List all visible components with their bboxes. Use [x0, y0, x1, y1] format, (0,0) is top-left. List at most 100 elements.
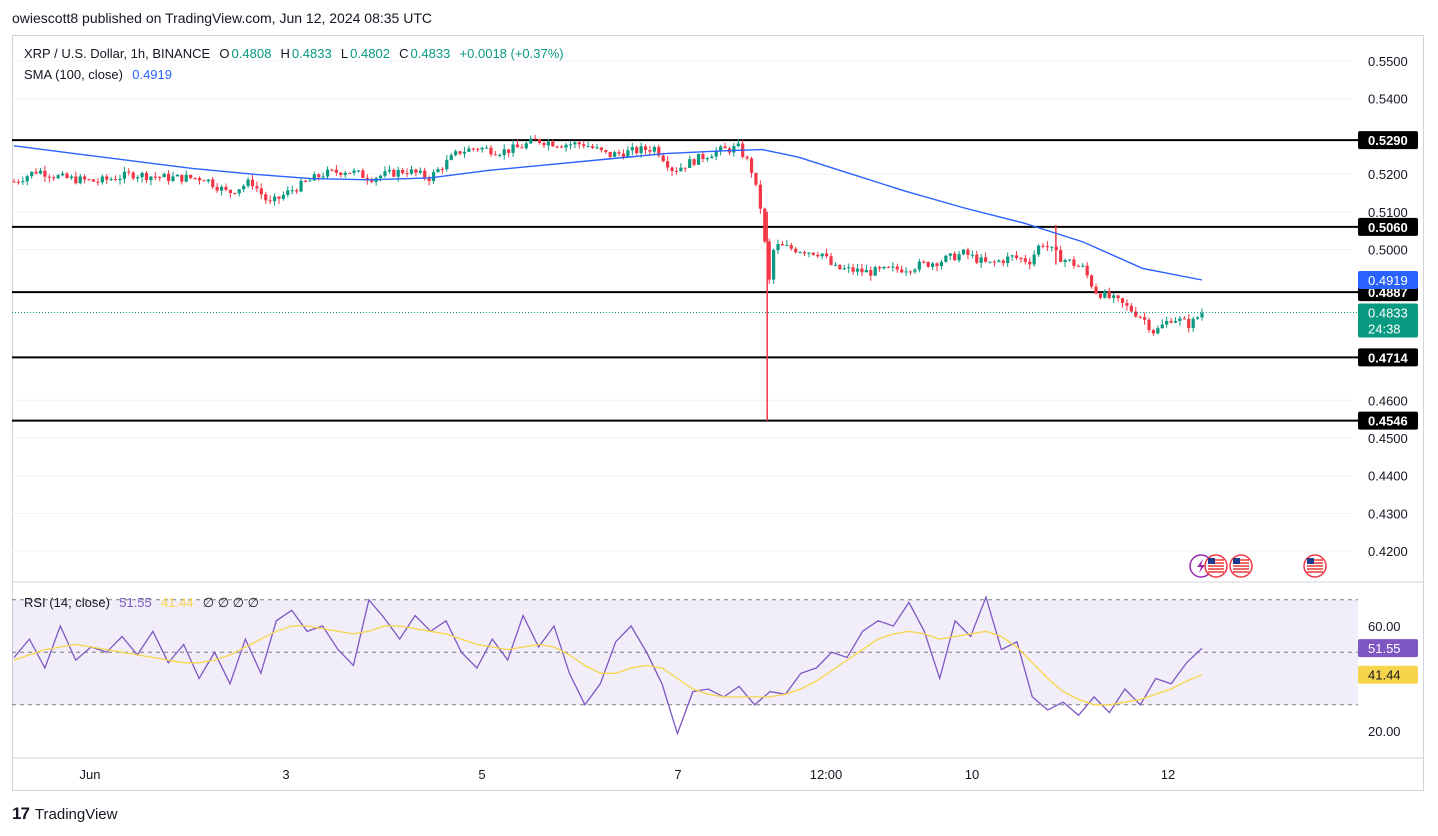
price-tick: 0.5200: [1368, 167, 1408, 182]
candle-body: [237, 189, 241, 194]
candle-body: [1028, 261, 1032, 265]
candle-body: [643, 146, 648, 151]
candle-body: [878, 267, 882, 269]
candle-body: [802, 252, 807, 254]
candle-body: [732, 146, 736, 153]
candle-body: [710, 156, 714, 159]
candle-body: [833, 264, 838, 266]
candle-body: [1098, 293, 1103, 298]
candle-body: [281, 194, 285, 199]
candle-body: [392, 169, 396, 177]
candle-body: [272, 196, 277, 202]
price-candles: [12, 134, 1204, 421]
candle-body: [855, 268, 860, 272]
candle-body: [515, 144, 520, 148]
rsi-tick: 60.00: [1368, 619, 1401, 634]
flag-canton: [1208, 558, 1215, 564]
time-tick: 3: [282, 767, 289, 782]
candle-body: [255, 186, 259, 189]
candle-body: [1165, 320, 1169, 325]
candle-body: [661, 155, 665, 162]
candle-body: [1160, 324, 1164, 329]
candle-body: [91, 179, 96, 182]
candle-body: [1129, 305, 1133, 312]
candle-body: [736, 143, 740, 147]
rsi-ma-tag: [1358, 665, 1418, 684]
lightning-bolt: [1197, 559, 1205, 573]
candle-body: [370, 180, 374, 182]
candle-body: [409, 169, 414, 174]
candle-body: [820, 253, 824, 257]
candle-body: [573, 142, 577, 145]
candle-body: [776, 244, 780, 251]
candle-body: [250, 179, 255, 187]
flag-canton: [1233, 558, 1240, 564]
candle-body: [666, 161, 670, 168]
candle-body: [635, 147, 639, 154]
candle-body: [387, 169, 391, 172]
candle-body: [652, 147, 656, 152]
candle-body: [798, 252, 802, 254]
candle-body: [529, 138, 533, 144]
candle-body: [74, 176, 78, 184]
candle-body: [502, 149, 506, 156]
candle-body: [189, 174, 193, 178]
candle-body: [542, 142, 546, 146]
candle-body: [772, 250, 776, 280]
brand-name: TradingView: [34, 805, 118, 823]
rsi-ma-value: 41.44: [161, 595, 194, 610]
candle-body: [1156, 328, 1160, 334]
candle-body: [78, 176, 82, 184]
candle-body: [555, 146, 559, 148]
candle-body: [34, 171, 38, 174]
time-tick: Jun: [80, 767, 101, 782]
candle-body: [586, 146, 590, 148]
candle-body: [789, 245, 793, 249]
candle-body: [118, 178, 122, 181]
candle-body: [219, 186, 224, 191]
candle-body: [1045, 246, 1050, 248]
candle-body: [228, 189, 233, 194]
footer-brand[interactable]: 17 TradingView: [12, 804, 117, 824]
candle-body: [12, 181, 16, 183]
candle-body: [162, 173, 166, 178]
candle-body: [913, 269, 917, 272]
candle-body: [122, 171, 127, 179]
candle-body: [754, 172, 758, 185]
candle-body: [780, 244, 785, 246]
candle-body: [595, 147, 599, 149]
candle-body: [175, 174, 180, 177]
candle-body: [1032, 254, 1036, 265]
change-value: +0.0018 (+0.37%): [459, 46, 564, 61]
flag-canton: [1307, 558, 1314, 564]
candle-body: [1200, 313, 1204, 318]
level-tag: [1358, 348, 1418, 367]
candle-body: [1010, 255, 1014, 257]
candle-body: [52, 177, 56, 179]
candle-body: [1169, 320, 1173, 323]
candle-body: [458, 151, 462, 154]
candle-body: [321, 176, 325, 178]
candle-body: [630, 147, 634, 151]
candle-body: [692, 159, 696, 165]
candle-body: [701, 153, 705, 160]
level-label: 0.5290: [1368, 133, 1408, 148]
candle-body: [21, 181, 25, 183]
candle-body: [295, 190, 299, 192]
candle-body: [590, 146, 595, 148]
candle-body: [961, 249, 966, 255]
candle-body: [431, 172, 436, 182]
candle-body: [471, 148, 475, 150]
candle-body: [1173, 320, 1178, 323]
candle-body: [1147, 319, 1151, 330]
candle-body: [158, 176, 162, 178]
candle-body: [1195, 317, 1200, 319]
candle-body: [224, 186, 228, 190]
sma-label: SMA (100, close): [24, 67, 123, 82]
candle-body: [648, 150, 652, 152]
candle-body: [696, 153, 701, 165]
candle-body: [988, 261, 992, 263]
rsi-extra: ∅ ∅ ∅ ∅: [202, 595, 259, 610]
candle-body: [427, 177, 431, 182]
